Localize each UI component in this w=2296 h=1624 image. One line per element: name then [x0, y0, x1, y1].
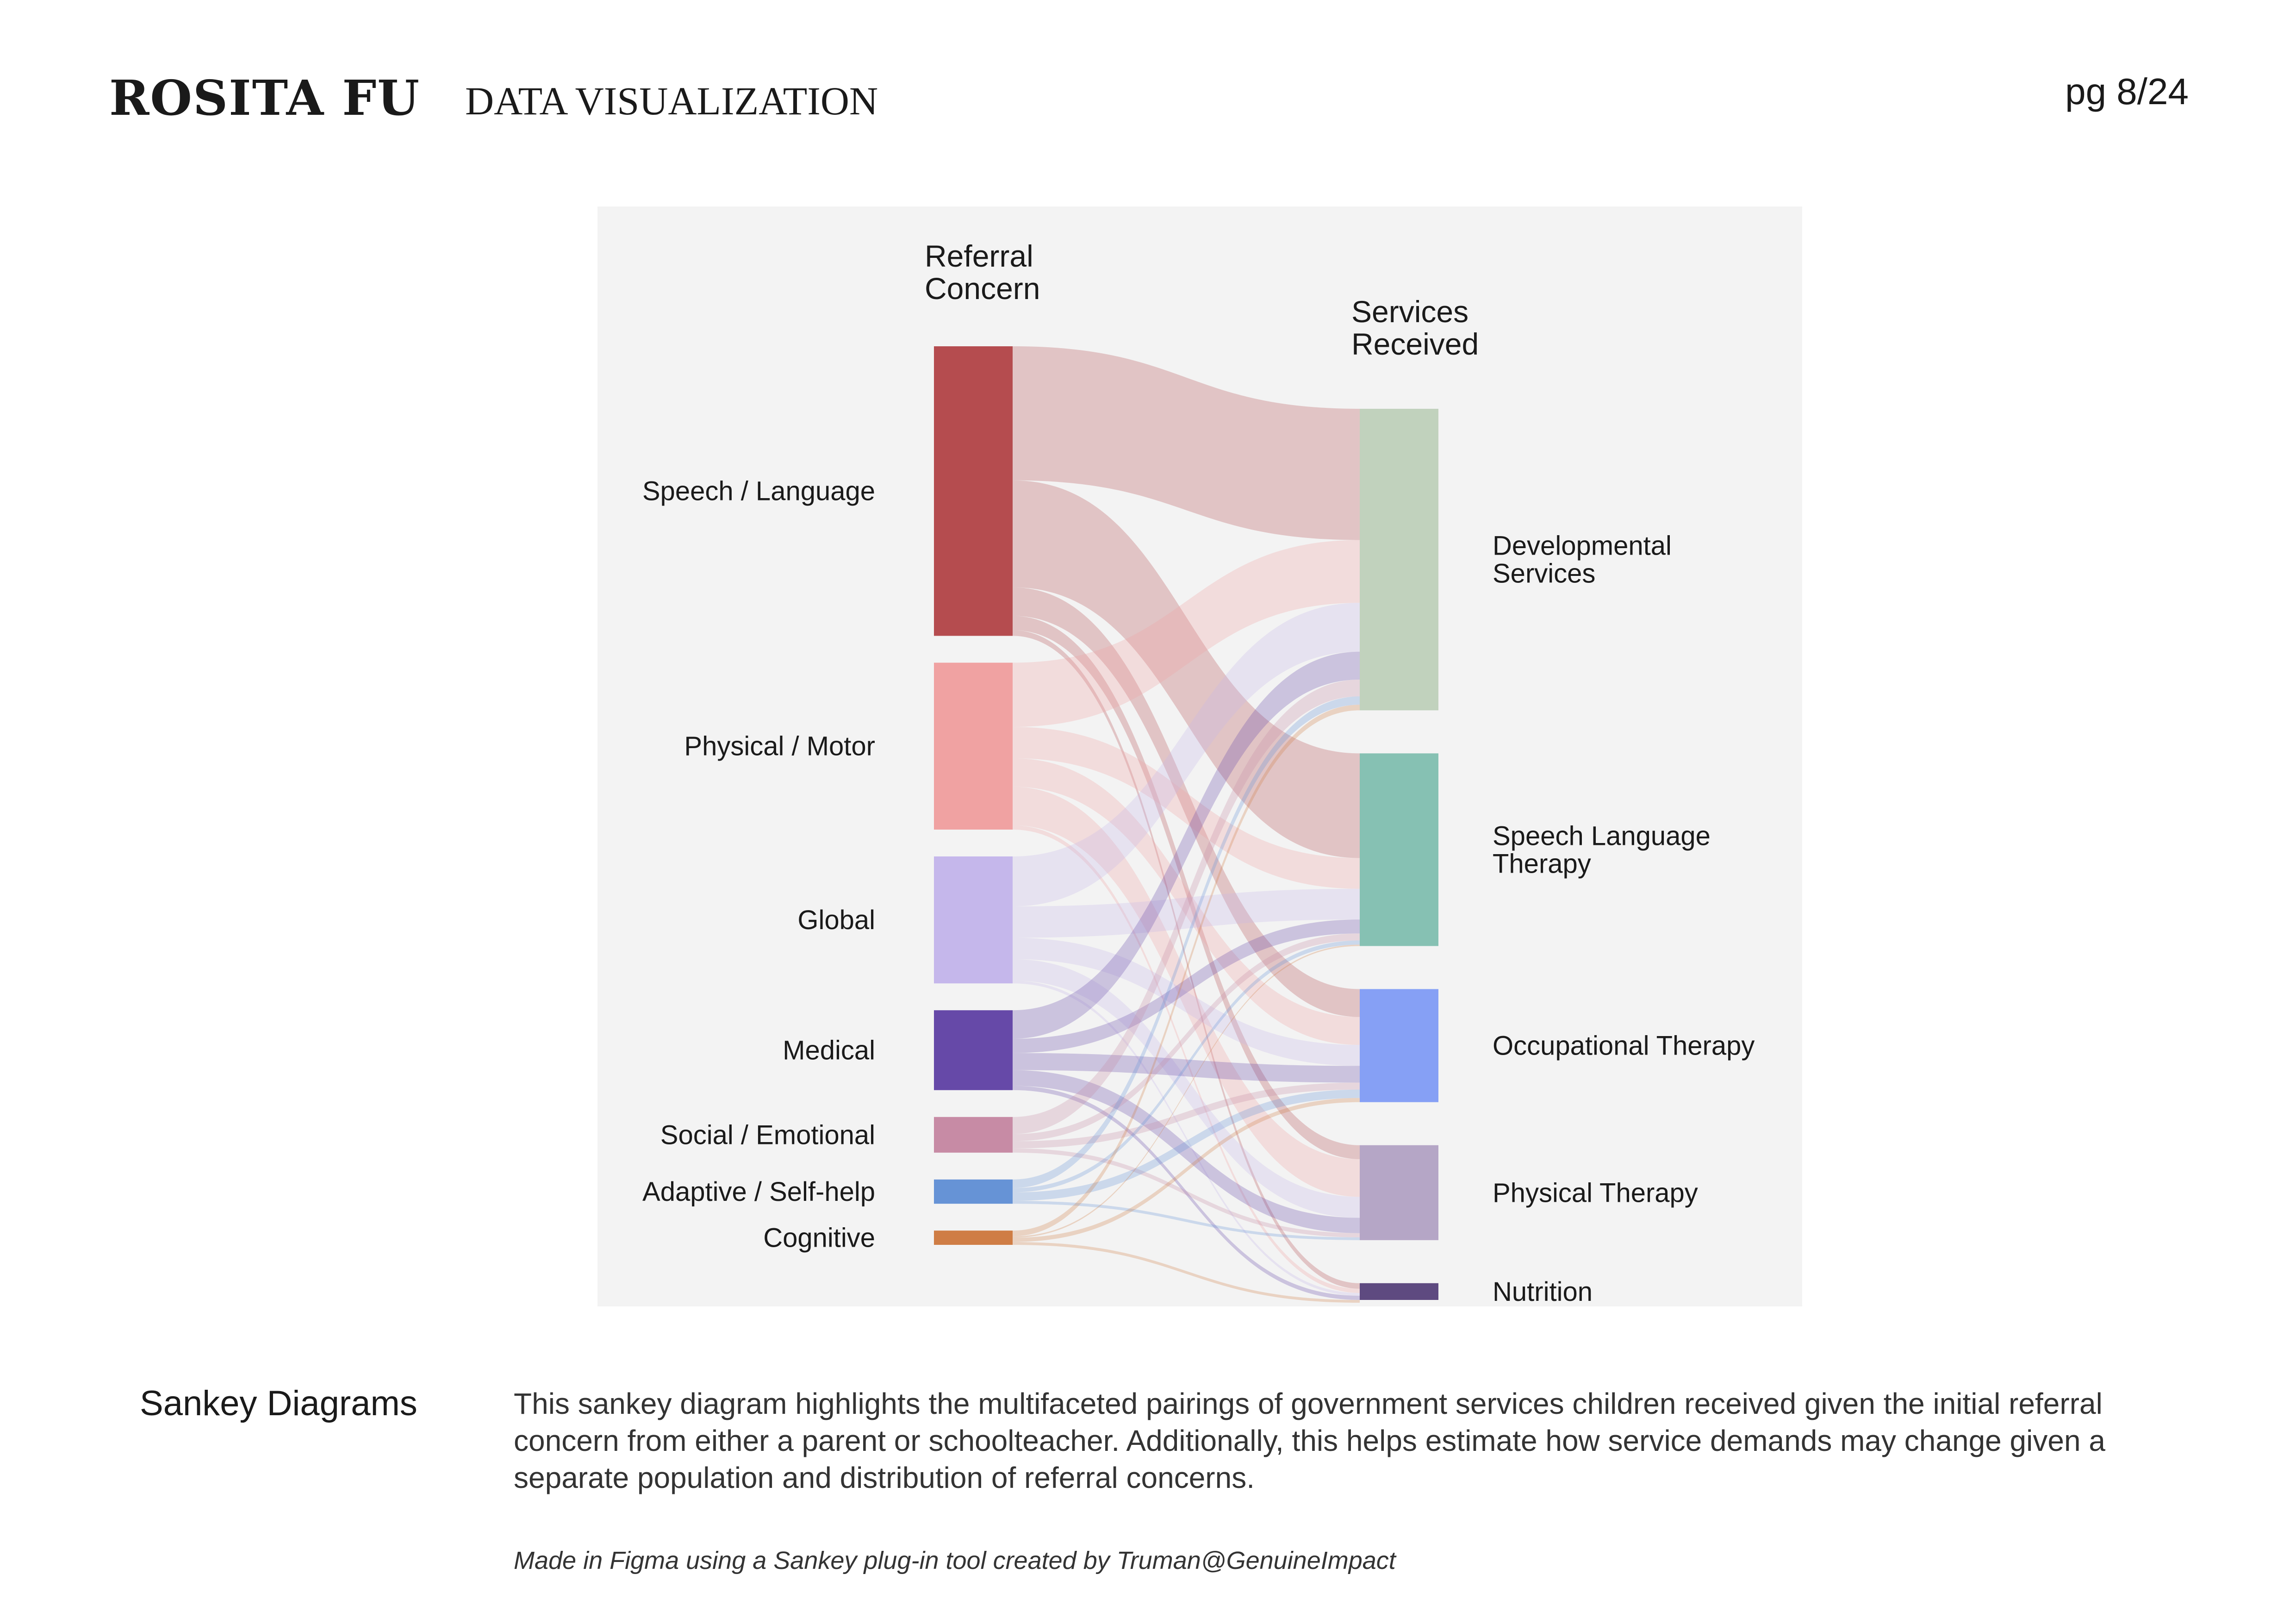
- source-label-adaptive-self-help: Adaptive / Self-help: [642, 1177, 875, 1207]
- link-speech-language-to-developmental-services: [1013, 346, 1360, 540]
- link-social-emotional-to-developmental-services: [1013, 680, 1360, 1134]
- target-label-physical-therapy: Physical Therapy: [1493, 1178, 1698, 1208]
- target-node-developmental-services: [1360, 409, 1438, 711]
- source-label-physical-motor: Physical / Motor: [684, 731, 875, 762]
- sankey-diagram: Speech / Language Physical / Motor Global M…: [642, 239, 1755, 1306]
- source-node-global: [934, 856, 1013, 984]
- target-label-nutrition: Nutrition: [1493, 1277, 1593, 1306]
- target-label-speech-language-therapy: Speech Language Therapy: [1493, 821, 1711, 879]
- source-node-speech-language: [934, 346, 1013, 636]
- link-physical-motor-to-speech-language-therapy: [1013, 727, 1360, 889]
- link-cognitive-to-nutrition: [1013, 1242, 1360, 1303]
- author-name: ROSITA FU: [109, 69, 420, 126]
- target-node-occupational-therapy: [1360, 989, 1438, 1102]
- link-social-emotional-to-physical-therapy: [1013, 1148, 1360, 1237]
- link-speech-language-to-occupational-therapy: [1013, 587, 1360, 1017]
- link-global-to-physical-therapy: [1013, 959, 1360, 1218]
- link-physical-motor-to-occupational-therapy: [1013, 758, 1360, 1045]
- source-column-header: Referral Concern: [925, 239, 1040, 306]
- target-label-developmental-services: Developmental Services: [1493, 531, 1672, 589]
- link-cognitive-to-occupational-therapy: [1013, 1098, 1360, 1242]
- source-label-cognitive: Cognitive: [763, 1223, 875, 1253]
- source-node-adaptive-self-help: [934, 1179, 1013, 1204]
- links-layer: [1013, 346, 1360, 1303]
- caption-title: Sankey Diagrams: [140, 1384, 417, 1423]
- source-label-medical: Medical: [783, 1036, 875, 1066]
- source-node-social-emotional: [934, 1117, 1013, 1153]
- source-node-physical-motor: [934, 662, 1013, 830]
- source-label-speech-language: Speech / Language: [642, 476, 875, 506]
- target-node-speech-language-therapy: [1360, 753, 1438, 946]
- link-global-to-nutrition: [1013, 981, 1360, 1296]
- section-title: DATA VISUALIZATION: [465, 79, 878, 123]
- link-adaptive-self-help-to-occupational-therapy: [1013, 1089, 1360, 1201]
- source-label-global: Global: [797, 905, 875, 935]
- link-medical-to-developmental-services: [1013, 651, 1360, 1039]
- link-speech-language-to-nutrition: [1013, 630, 1360, 1289]
- link-global-to-speech-language-therapy: [1013, 888, 1360, 938]
- link-medical-to-physical-therapy: [1013, 1070, 1360, 1233]
- target-column-header: Services Received: [1351, 294, 1479, 361]
- target-node-physical-therapy: [1360, 1145, 1438, 1240]
- link-global-to-developmental-services: [1013, 603, 1360, 906]
- caption-body: This sankey diagram highlights the multi…: [514, 1387, 2105, 1494]
- source-node-medical: [934, 1010, 1013, 1090]
- link-cognitive-to-speech-language-therapy: [1013, 944, 1360, 1238]
- link-adaptive-self-help-to-speech-language-therapy: [1013, 940, 1360, 1193]
- link-physical-motor-to-nutrition: [1013, 825, 1360, 1293]
- credit-line: Made in Figma using a Sankey plug-in too…: [514, 1547, 1396, 1574]
- page-number: pg 8/24: [2065, 71, 2189, 112]
- link-medical-to-nutrition: [1013, 1086, 1360, 1300]
- link-physical-motor-to-developmental-services: [1013, 540, 1360, 727]
- target-label-occupational-therapy: Occupational Therapy: [1493, 1031, 1755, 1061]
- link-adaptive-self-help-to-physical-therapy: [1013, 1201, 1360, 1240]
- link-global-to-occupational-therapy: [1013, 937, 1360, 1066]
- source-node-cognitive: [934, 1230, 1013, 1245]
- link-cognitive-to-developmental-services: [1013, 705, 1360, 1237]
- link-physical-motor-to-physical-therapy: [1013, 787, 1360, 1197]
- sankey-panel: Speech / Language Physical / Motor Global M…: [597, 206, 1802, 1306]
- link-medical-to-speech-language-therapy: [1013, 919, 1360, 1053]
- link-medical-to-occupational-therapy: [1013, 1053, 1360, 1083]
- labels-layer: Speech / Language Physical / Motor Global M…: [642, 239, 1755, 1306]
- nodes-layer: [934, 346, 1438, 1300]
- target-node-nutrition: [1360, 1283, 1438, 1300]
- link-social-emotional-to-occupational-therapy: [1013, 1082, 1360, 1149]
- link-social-emotional-to-speech-language-therapy: [1013, 933, 1360, 1142]
- source-label-social-emotional: Social / Emotional: [660, 1120, 875, 1150]
- link-speech-language-to-speech-language-therapy: [1013, 480, 1360, 858]
- link-adaptive-self-help-to-developmental-services: [1013, 696, 1360, 1188]
- link-speech-language-to-physical-therapy: [1013, 616, 1360, 1159]
